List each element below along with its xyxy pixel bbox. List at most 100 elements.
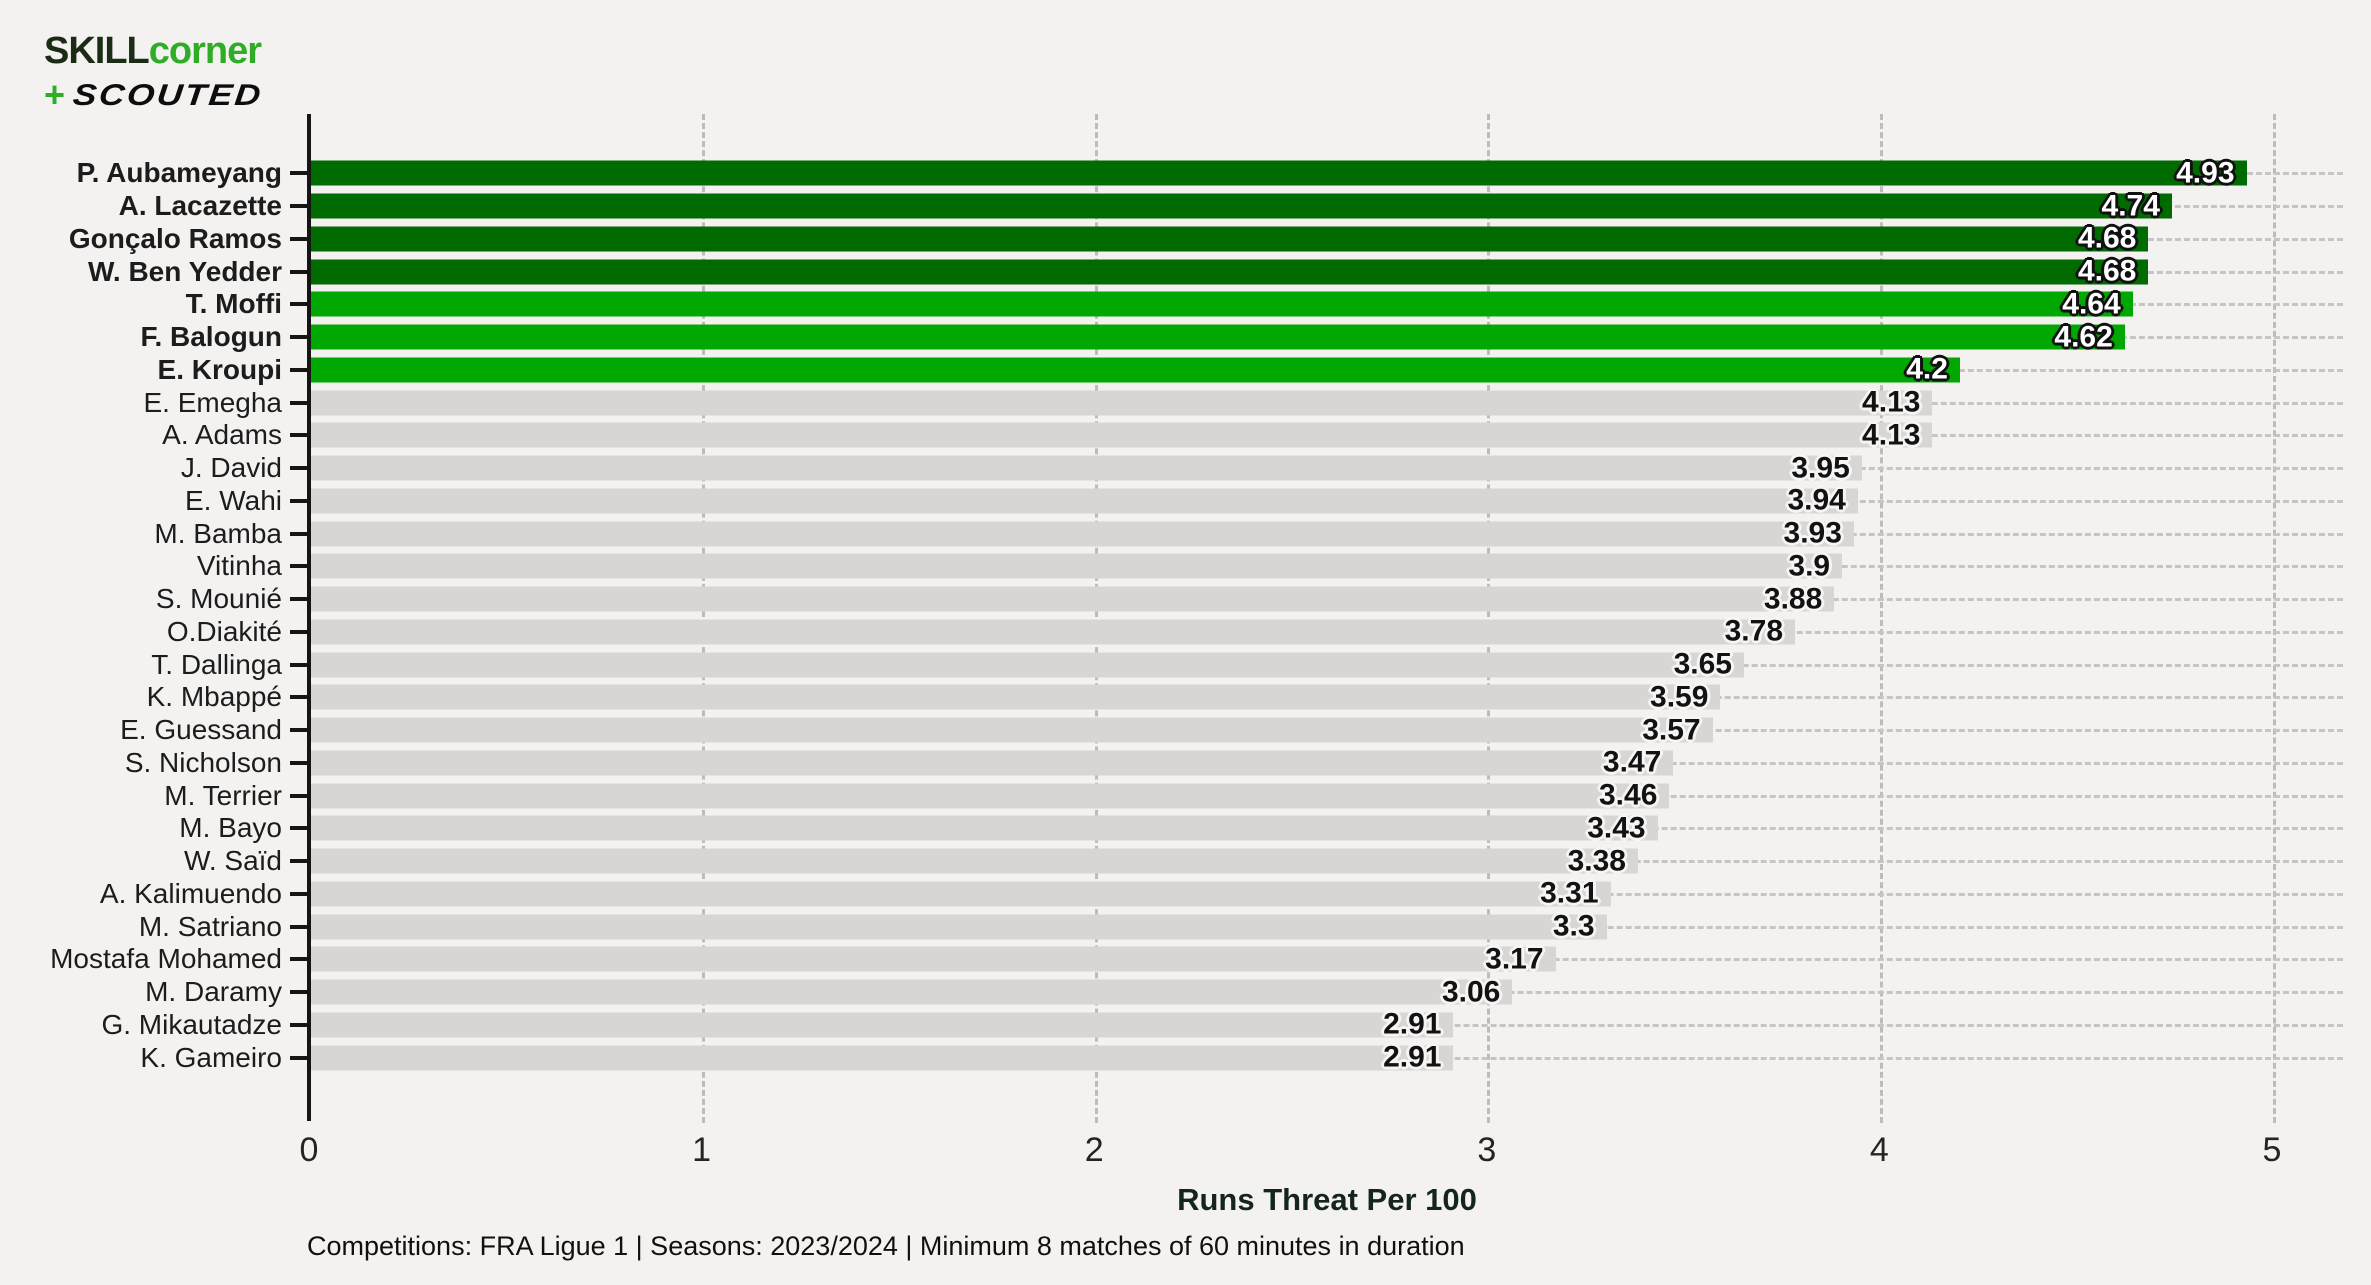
- bar-row: K. Gameiro 2.91: [140, 1041, 2343, 1074]
- bar-row: Vitinha 3.9: [197, 550, 2343, 583]
- bar-value-label: 4.13: [1862, 385, 1921, 419]
- bar-row: E. Emegha 4.13: [143, 385, 2343, 419]
- bar-row: M. Bamba 3.93: [154, 517, 2343, 550]
- logo-line-scouted: + SCOUTED: [44, 74, 265, 115]
- logo-skill-text: SKILL: [44, 30, 150, 72]
- player-name-label: S. Mounié: [155, 583, 282, 615]
- player-name-label: E. Kroupi: [157, 353, 282, 385]
- bar-value-label: 4.13: [1862, 418, 1921, 452]
- bar: 3.93: [311, 518, 1854, 548]
- bar-row: M. Daramy 3.06: [145, 975, 2343, 1009]
- bar-row: E. Guessand 3.57: [120, 713, 2343, 747]
- y-tick: [290, 695, 308, 700]
- logo-corner-text: corner: [148, 30, 262, 72]
- bar-row: M. Terrier 3.46: [164, 779, 2343, 812]
- bar: 3.95: [311, 451, 1862, 485]
- y-tick: [290, 1022, 308, 1027]
- plus-icon: +: [44, 74, 66, 115]
- bar-value-label: 3.17: [1485, 942, 1544, 976]
- player-name-label: A. Lacazette: [118, 190, 282, 222]
- bar-row: Mostafa Mohamed 3.17: [50, 942, 2343, 976]
- y-tick: [290, 531, 308, 536]
- player-name-label: S. Nicholson: [124, 746, 282, 778]
- player-name-label: F. Balogun: [140, 321, 282, 353]
- bar: 2.91: [311, 1042, 1454, 1072]
- bar-row: S. Nicholson 3.47: [125, 745, 2343, 780]
- player-name-label: W. Saïd: [183, 845, 282, 877]
- bar-value-label: 3.38: [1567, 844, 1626, 878]
- y-tick: [290, 236, 308, 241]
- y-tick: [290, 335, 308, 340]
- logo-scouted-text: SCOUTED: [71, 79, 265, 112]
- bar-value-label: 3.94: [1787, 483, 1846, 517]
- bar-value-label: 4.93: [2176, 156, 2235, 190]
- player-name-label: P. Aubameyang: [76, 157, 282, 189]
- bar-row: O.Diakité 3.78: [167, 614, 2343, 649]
- bar-row: P. Aubameyang 4.93: [77, 156, 2343, 190]
- bar-value-label: 3.95: [1791, 451, 1850, 485]
- bar-value-label: 4.68: [2077, 254, 2137, 288]
- player-name-label: M. Satriano: [138, 910, 282, 942]
- bar-row: W. Ben Yedder 4.68: [88, 254, 2343, 288]
- bar: 4.68: [311, 221, 2149, 255]
- bar: 3.17: [311, 942, 1556, 976]
- bar: 3.06: [311, 975, 1513, 1009]
- y-tick: [290, 662, 308, 667]
- x-gridline: [1487, 114, 1491, 1123]
- bar: 4.62: [311, 322, 2125, 352]
- x-tick-label: 0: [299, 1131, 319, 1169]
- player-name-label: K. Gameiro: [140, 1041, 282, 1073]
- y-tick: [290, 793, 308, 798]
- player-name-label: M. Bayo: [179, 812, 282, 844]
- bar-row: K. Mbappé 3.59: [147, 681, 2343, 714]
- x-axis-title: Runs Threat Per 100: [1177, 1182, 1477, 1217]
- bar-value-label: 3.31: [1540, 876, 1599, 910]
- y-tick: [290, 466, 308, 471]
- bar-value-label: 4.68: [2077, 221, 2137, 255]
- bar-value-label: 3.43: [1587, 811, 1646, 845]
- x-tick-label: 1: [692, 1131, 712, 1169]
- player-name-label: T. Dallinga: [151, 648, 282, 680]
- x-gridline: [2272, 114, 2276, 1123]
- bar-value-label: 3.57: [1642, 713, 1701, 747]
- bar-row: M. Bayo 3.43: [179, 811, 2343, 845]
- player-name-label: J. David: [180, 452, 282, 484]
- bar: 3.94: [311, 483, 1858, 517]
- y-tick: [290, 302, 308, 307]
- skillcorner-scouted-logo: SKILLcorner + SCOUTED: [44, 30, 265, 115]
- x-gridline: [1879, 114, 1883, 1123]
- plot-area: P. Aubameyang 4.93 A. Lacazette 4.74 Gonçalo…: [50, 114, 2343, 1123]
- bar-value-label: 3.78: [1724, 614, 1784, 648]
- bar: 3.46: [311, 780, 1670, 810]
- player-name-label: A. Kalimuendo: [99, 877, 282, 909]
- player-name-label: G. Mikautadze: [101, 1008, 282, 1040]
- y-tick: [290, 990, 308, 995]
- y-tick: [290, 204, 308, 209]
- bar-value-label: 3.06: [1441, 975, 1501, 1009]
- y-tick: [290, 1055, 308, 1060]
- bar: 4.74: [311, 189, 2172, 223]
- y-tick: [290, 564, 308, 569]
- y-axis-line: [307, 114, 311, 1121]
- bar: 4.2: [311, 354, 1960, 384]
- bar-rows: P. Aubameyang 4.93 A. Lacazette 4.74 Gonçalo…: [50, 156, 2343, 1074]
- player-name-label: M. Bamba: [154, 517, 282, 549]
- bar: 3.59: [311, 682, 1721, 712]
- bar: 3.78: [311, 614, 1796, 648]
- x-tick-label: 3: [1477, 1131, 1497, 1169]
- player-name-label: Mostafa Mohamed: [50, 943, 282, 975]
- bar-row: T. Moffi 4.64: [186, 288, 2343, 321]
- player-name-label: K. Mbappé: [146, 681, 282, 713]
- y-tick: [290, 924, 308, 929]
- bar-value-label: 3.47: [1602, 745, 1662, 779]
- bar: 4.13: [311, 385, 1933, 419]
- bar-row: G. Mikautadze 2.91: [101, 1009, 2343, 1042]
- y-tick: [290, 400, 308, 405]
- bar: 4.68: [311, 254, 2149, 288]
- player-name-label: O.Diakité: [166, 615, 282, 647]
- bar-row: M. Satriano 3.3: [139, 910, 2343, 943]
- bar-value-label: 3.88: [1763, 582, 1823, 616]
- player-name-label: T. Moffi: [185, 288, 282, 320]
- bar-value-label: 4.74: [2101, 189, 2160, 223]
- bar: 3.65: [311, 649, 1744, 679]
